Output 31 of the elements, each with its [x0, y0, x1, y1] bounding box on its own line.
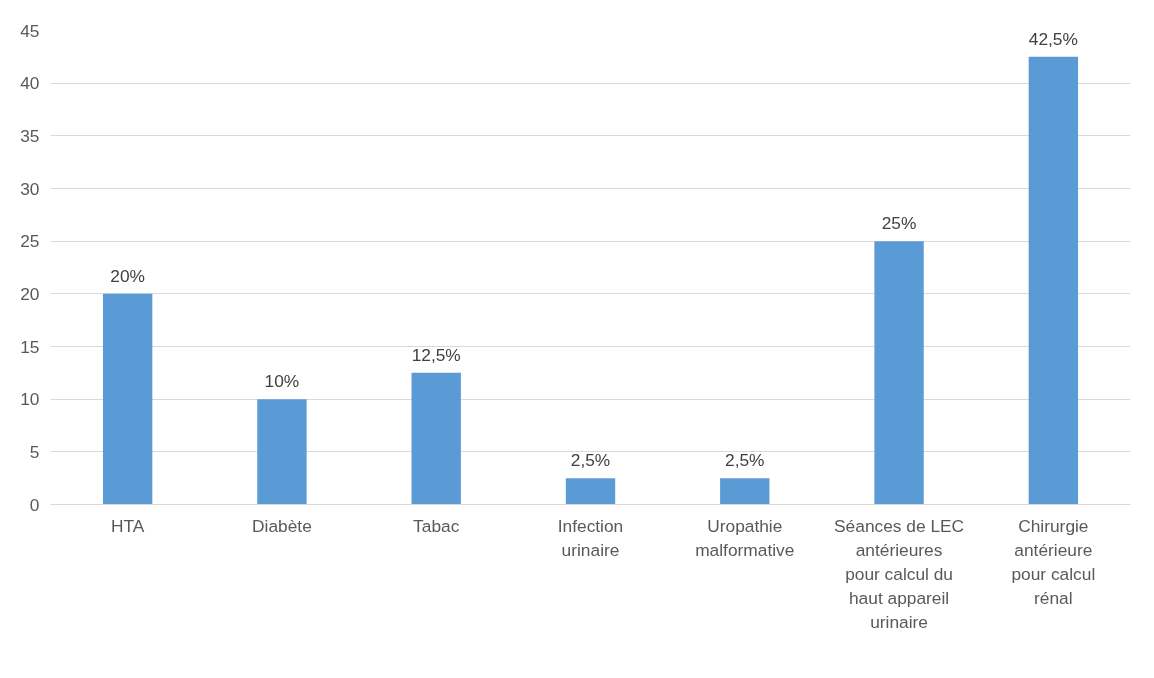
bar [1028, 56, 1079, 505]
bar [720, 478, 770, 505]
x-tick-label: Chirurgie antérieure pour calcul rénal [1011, 515, 1096, 608]
y-tick-label: 35 [20, 125, 40, 146]
bar [257, 399, 307, 505]
y-tick-label: 25 [20, 231, 40, 252]
y-tick-label: 5 [29, 441, 40, 462]
bar [102, 293, 153, 505]
x-tick-label: Diabète [252, 515, 312, 536]
x-tick-label: Séances de LEC antérieures pour calcul du haut appareil urinaire [834, 515, 965, 632]
y-tick-label: 15 [20, 336, 40, 357]
x-tick-label: Tabac [413, 515, 460, 536]
y-tick-label: 30 [20, 178, 40, 199]
y-tick-label: 20 [20, 283, 40, 304]
y-tick-label: 40 [20, 73, 40, 94]
data-label: 2,5% [570, 450, 611, 471]
data-label: 2,5% [725, 450, 765, 471]
y-tick-label: 0 [29, 494, 40, 515]
data-label: 42,5% [1028, 28, 1078, 49]
bar [874, 241, 924, 505]
data-label: 20% [110, 265, 145, 286]
data-label: 10% [264, 371, 300, 392]
bar [411, 372, 461, 505]
y-tick-label: 45 [20, 20, 40, 41]
x-tick-label: HTA [110, 515, 145, 536]
data-label: 25% [881, 213, 917, 234]
y-tick-label: 10 [20, 389, 40, 410]
x-tick-label: Infection urinaire [557, 515, 624, 560]
data-label: 12,5% [411, 344, 461, 365]
bar [565, 478, 616, 505]
x-tick-label: Uropathie malformative [695, 515, 795, 560]
